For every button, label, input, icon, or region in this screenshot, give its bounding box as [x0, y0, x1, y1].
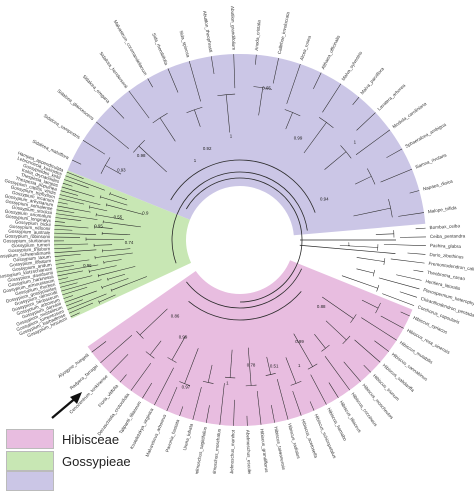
terminal-branch [416, 228, 426, 229]
support-value: 0.78 [247, 363, 256, 368]
tip-label: Hibiscus_grandiflorus [259, 428, 269, 473]
support-value: 0.9 [142, 211, 149, 216]
tip-label: Durio_zibethinus [429, 252, 464, 260]
tip-label: Sidalcea_campestris [43, 113, 82, 140]
tip-label: Lavatera_arborea [376, 83, 406, 112]
tip-label: Callirhoe_involucrata [277, 11, 291, 54]
support-value: 0.88 [317, 304, 326, 309]
tip-label: Bombax_ceiba [429, 223, 460, 230]
support-value: 0.51 [270, 364, 279, 369]
tip-label: Iliamna_rivularis [415, 152, 448, 170]
tip-label: Pachira_glabra [430, 243, 461, 249]
tip-label: Hibiscus_radiatus [287, 423, 301, 460]
legend-item-purple-clade [6, 471, 54, 491]
tip-label: Sida_spinosa [178, 30, 190, 58]
legend-label-gossypieae: Gossypieae [62, 454, 131, 469]
tip-label: Malva_sylvestris [341, 50, 364, 82]
tip-label: Sidalcea_hendersonii [98, 51, 128, 89]
support-value: 0.99 [179, 335, 188, 340]
legend-item-gossypieae: Gossypieae [6, 451, 131, 471]
support-value: 0.92 [203, 146, 212, 151]
terminal-branch [379, 278, 420, 289]
tip-label: Abelmoschus_moschatus [211, 428, 222, 474]
tip-label: Hibiscus_taiwanensis [273, 426, 286, 471]
terminal-branch [384, 244, 426, 245]
tip-label: Anoda_cristata [254, 20, 262, 51]
support-value: 0.55 [114, 214, 123, 219]
support-value: 0.99 [295, 339, 304, 344]
tip-label: Fioria_vitifolia [97, 383, 119, 408]
legend-swatch-purple-clade [6, 471, 54, 491]
internal-branch [357, 257, 385, 261]
tip-label: Sphaeralcea_ambigua [404, 122, 447, 149]
terminal-branch [407, 253, 425, 254]
tip-label: Abutilon_grandifolium [230, 6, 236, 50]
phylogenetic-tree: Sidalcea_malvifloraSidalcea_campestrisSi… [0, 0, 474, 474]
support-value: 0.86 [171, 313, 180, 318]
terminal-branch [413, 270, 423, 272]
tip-label: Malva_parviflora [359, 66, 385, 95]
tip-label: Malvastrum_coromandelianum [113, 19, 149, 76]
tip-label: Napaea_dioica [422, 178, 453, 191]
support-value: 0.95 [94, 224, 103, 229]
support-value: 0.93 [117, 168, 126, 173]
internal-branch [356, 269, 373, 273]
support-value: 0.99 [294, 136, 303, 141]
terminal-branch [391, 259, 425, 263]
tip-label: Malope_trifida [428, 205, 458, 214]
terminal-branch [400, 292, 417, 298]
support-value: 0.65 [262, 85, 271, 90]
tip-label: Pavonia_hastata [165, 418, 181, 452]
tip-label: Urena_lobata [182, 423, 194, 451]
legend-label-hibisceae: Hibisceae [62, 432, 119, 447]
legend-swatch-gossypieae [6, 451, 54, 471]
internal-branch [340, 245, 378, 247]
legend-swatch-hibisceae [6, 429, 54, 449]
tip-label: Alcea_rosea [299, 35, 312, 61]
tip-label: Modiola_caroliniana [391, 101, 427, 129]
tip-label: Sida_rhombifolia [151, 32, 169, 66]
internal-branch [376, 234, 394, 235]
tip-label: Sidalcea_glaucescens [56, 88, 95, 121]
tip-label: Sidalcea_oregana [82, 74, 111, 105]
tip-label: Cenocentrum_tonkinense [68, 374, 109, 415]
tip-label: Abelmoschus_manihot [229, 429, 236, 474]
terminal-branch [396, 275, 421, 281]
tip-label: Hibiscus_acetosella [300, 418, 318, 458]
tip-label: Abelmoschus_esculentus [245, 430, 252, 474]
support-value: 0.97 [182, 384, 191, 389]
support-value: 0.96 [83, 263, 92, 268]
tip-label: Abelmoschus_sagittifolius [193, 426, 208, 474]
tip-label: Abutilon_theophrasti [202, 10, 213, 52]
support-value: 0.74 [125, 240, 134, 245]
tip-label: Althaea_officinalis [320, 34, 341, 70]
support-value: 0.98 [137, 153, 146, 158]
support-value: 0.94 [320, 197, 329, 202]
tip-label: Ceiba_pentandra [430, 233, 466, 239]
legend-item-hibisceae: Hibisceae [6, 429, 119, 449]
